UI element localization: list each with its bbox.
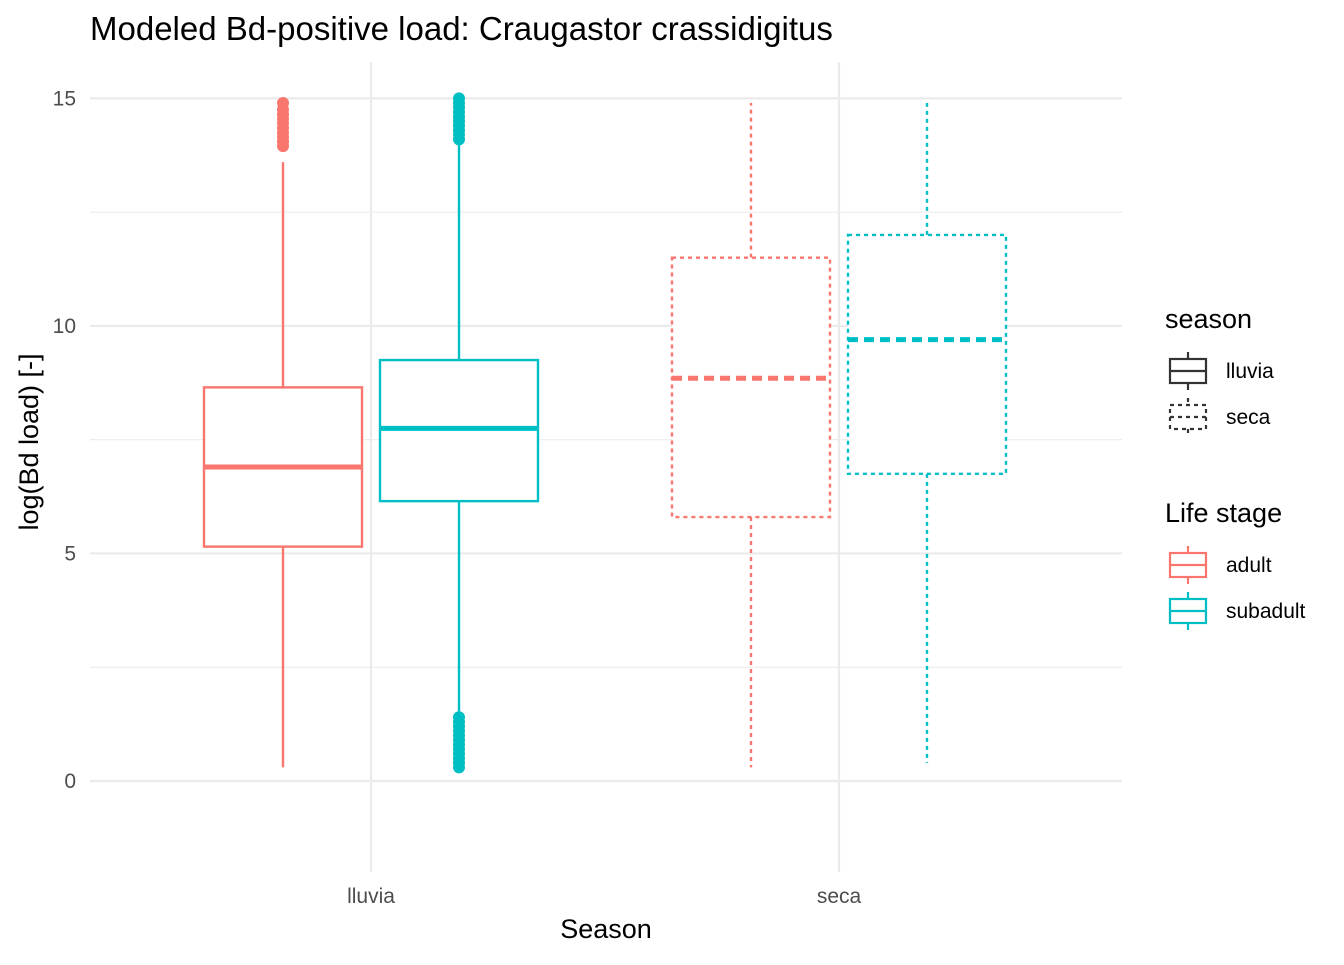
legend-key: [1168, 546, 1208, 584]
outlier-point: [277, 96, 289, 109]
grid: [90, 62, 1122, 872]
legend-label: seca: [1226, 406, 1271, 429]
chart-title: Modeled Bd-positive load: Craugastor cra…: [90, 10, 833, 47]
y-tick-label: 10: [53, 315, 76, 338]
legend-key: [1168, 352, 1208, 390]
legend-group: Life stage adult subadult: [1165, 498, 1306, 630]
box-adult-seca: [670, 102, 832, 768]
box-subadult-lluvia: [378, 92, 540, 774]
legend-group: season lluvia seca: [1165, 304, 1274, 436]
legend-label: lluvia: [1226, 360, 1274, 383]
boxes: [202, 92, 1008, 774]
legend-label: subadult: [1226, 600, 1306, 623]
y-axis-title: log(Bd load) [-]: [14, 353, 44, 530]
legend-key: [1168, 398, 1208, 436]
box-subadult-seca: [846, 102, 1008, 763]
outlier-point: [453, 92, 465, 105]
ticks: 0 5 10 15 lluvia seca: [53, 87, 862, 908]
legend-key: [1168, 592, 1208, 630]
box-iqr: [670, 256, 832, 519]
x-tick-label: lluvia: [347, 885, 395, 908]
y-tick-label: 0: [64, 770, 76, 793]
outlier-point: [453, 711, 465, 724]
x-tick-label: seca: [817, 885, 862, 908]
legend: season lluvia seca Life stage adult subadult: [1165, 304, 1306, 630]
legend-title: Life stage: [1165, 498, 1282, 528]
legend-label: adult: [1226, 554, 1272, 577]
y-tick-label: 5: [64, 542, 76, 565]
box-adult-lluvia: [202, 96, 364, 768]
y-tick-label: 15: [53, 87, 76, 110]
x-axis-title: Season: [560, 914, 652, 944]
box-iqr: [846, 233, 1008, 476]
legend-title: season: [1165, 304, 1252, 334]
